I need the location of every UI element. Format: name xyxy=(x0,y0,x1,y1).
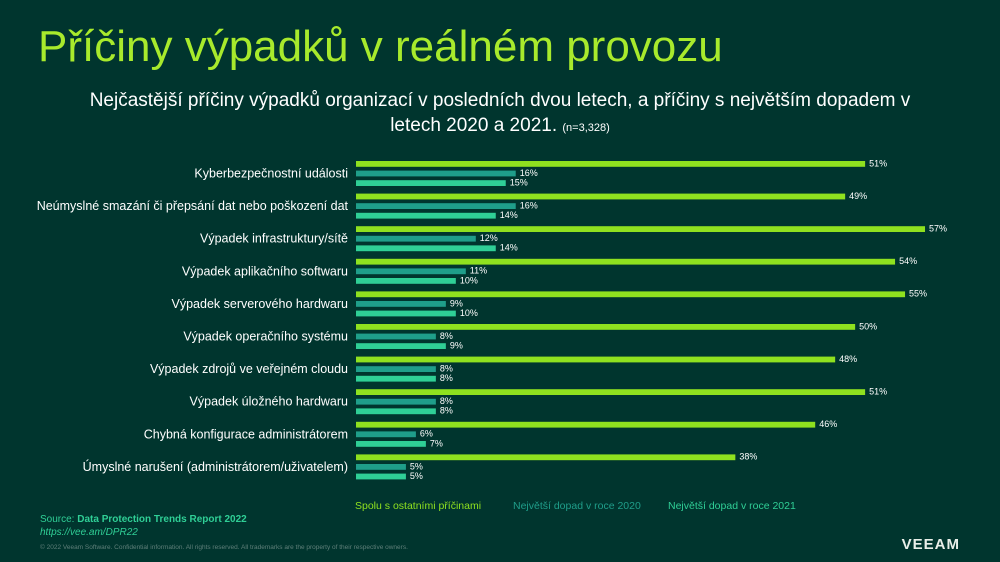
data-label: 54% xyxy=(899,256,917,266)
veeam-logo: VEEAM xyxy=(901,536,960,553)
bar xyxy=(356,278,456,284)
category-label: Výpadek aplikačního softwaru xyxy=(182,264,348,278)
bar xyxy=(356,473,406,480)
bar xyxy=(356,268,466,275)
source-title: Data Protection Trends Report 2022 xyxy=(77,514,247,525)
data-label: 9% xyxy=(450,341,463,351)
data-label: 5% xyxy=(410,461,423,471)
data-label: 5% xyxy=(410,471,423,481)
data-label: 50% xyxy=(859,321,877,331)
bar xyxy=(356,235,476,242)
bar xyxy=(356,212,496,219)
category-label: Chybná konfigurace administrátorem xyxy=(144,427,348,441)
data-label: 11% xyxy=(470,266,487,276)
source-url[interactable]: https://vee.am/DPR22 xyxy=(40,527,138,538)
bar xyxy=(356,226,926,232)
page-title: Příčiny výpadků v reálném provozu xyxy=(38,22,723,71)
data-label: 49% xyxy=(849,191,867,201)
bar xyxy=(356,333,436,340)
bar xyxy=(356,161,866,167)
data-label: 7% xyxy=(430,438,443,448)
data-label: 51% xyxy=(869,158,887,168)
data-label: 14% xyxy=(500,210,518,220)
data-label: 57% xyxy=(929,224,947,234)
data-label: 8% xyxy=(440,331,453,341)
legend-entry: Spolu s ostatními příčinami xyxy=(355,500,481,512)
bar xyxy=(356,193,846,200)
category-label: Neúmyslné smazání či přepsání dat nebo p… xyxy=(37,199,349,213)
bar xyxy=(356,356,836,363)
subtitle-text: Nejčastější příčiny výpadků organizací v… xyxy=(89,90,911,136)
legend-entry: Největší dopad v roce 2020 xyxy=(513,500,641,512)
bar xyxy=(356,245,496,252)
bar xyxy=(356,291,906,298)
bar xyxy=(356,343,446,349)
category-label: Výpadek zdrojů ve veřejném cloudu xyxy=(150,362,348,376)
data-label: 14% xyxy=(500,243,518,253)
data-label: 9% xyxy=(450,298,463,308)
category-label: Úmyslné narušení (administrátorem/uživat… xyxy=(83,459,348,474)
data-label: 12% xyxy=(480,233,498,243)
data-label: 15% xyxy=(510,178,528,188)
source-label: Source: xyxy=(40,514,78,525)
bar xyxy=(356,170,516,177)
bar xyxy=(356,301,446,307)
data-label: 10% xyxy=(460,308,478,318)
data-label: 8% xyxy=(440,373,453,383)
data-label: 8% xyxy=(440,364,453,374)
bar xyxy=(356,180,506,186)
data-label: 10% xyxy=(460,275,478,285)
data-label: 6% xyxy=(420,429,433,439)
copyright-notice: © 2022 Veeam Software. Confidential info… xyxy=(40,544,408,551)
bar xyxy=(356,310,456,317)
bar xyxy=(356,441,426,447)
bar xyxy=(356,398,436,405)
chart-subtitle: Nejčastější příčiny výpadků organizací v… xyxy=(80,88,920,141)
category-label: Výpadek operačního systému xyxy=(183,330,348,344)
category-label: Výpadek infrastruktury/sítě xyxy=(200,232,348,246)
bar xyxy=(356,454,736,461)
bar xyxy=(356,431,416,438)
legend-entry: Největší dopad v roce 2021 xyxy=(668,500,796,512)
bar xyxy=(356,203,516,209)
bar xyxy=(356,258,896,265)
data-label: 16% xyxy=(520,168,538,178)
data-label: 48% xyxy=(839,354,857,364)
bar xyxy=(356,389,866,395)
data-label: 46% xyxy=(819,419,837,429)
data-label: 38% xyxy=(739,452,757,462)
data-label: 51% xyxy=(869,387,887,397)
category-label: Výpadek úložného hardwaru xyxy=(190,395,348,409)
category-label: Výpadek serverového hardwaru xyxy=(172,297,349,311)
source-line: Source: Data Protection Trends Report 20… xyxy=(40,514,247,525)
data-label: 16% xyxy=(520,201,538,211)
bar xyxy=(356,324,856,330)
sample-size: (n=3,328) xyxy=(562,122,610,134)
category-label: Kyberbezpečnostní události xyxy=(194,167,348,181)
bar xyxy=(356,375,436,382)
bar xyxy=(356,366,436,372)
bar xyxy=(356,408,436,415)
bar xyxy=(356,421,816,428)
bar xyxy=(356,464,406,470)
data-label: 8% xyxy=(440,396,453,406)
data-label: 55% xyxy=(909,289,927,299)
data-label: 8% xyxy=(440,406,453,416)
